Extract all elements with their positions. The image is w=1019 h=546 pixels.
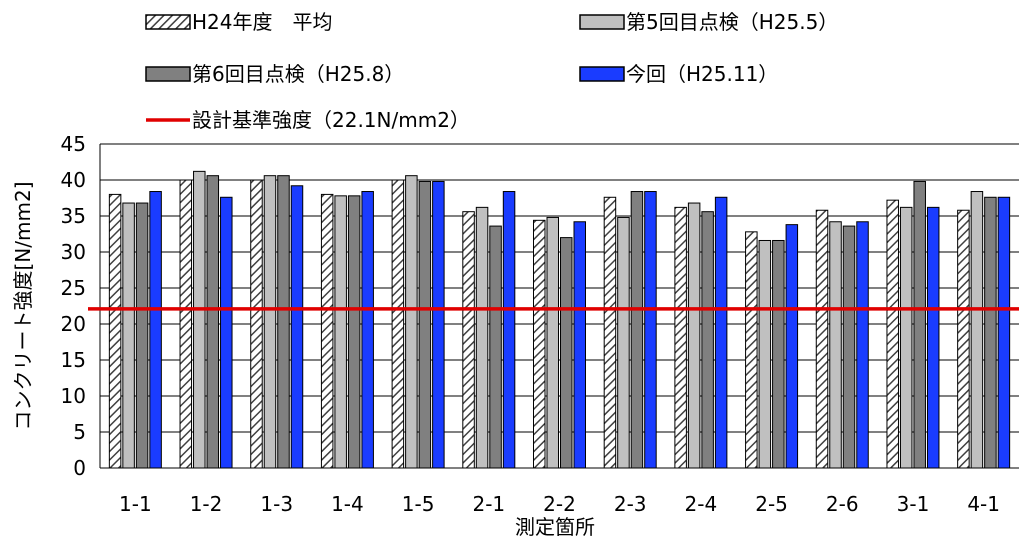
y-tick-label: 30 (61, 240, 86, 264)
y-tick-label: 15 (61, 348, 86, 372)
bar (957, 209, 970, 469)
x-tick-label: 4-1 (967, 492, 1000, 516)
x-tick-label: 3-1 (897, 492, 930, 516)
bar (290, 185, 304, 469)
legend-label-reference: 設計基準強度（22.1N/mm2） (192, 108, 470, 132)
bar (462, 211, 475, 469)
bar (277, 175, 290, 469)
bar (644, 191, 657, 469)
x-tick-label: 2-5 (755, 492, 788, 516)
x-tick-label: 1-4 (331, 492, 364, 516)
bar (997, 196, 1011, 469)
x-tick-label: 2-4 (685, 492, 718, 516)
y-tick-label: 20 (61, 312, 86, 336)
bar (250, 179, 263, 469)
y-tick-label: 5 (73, 420, 86, 444)
bar (432, 180, 445, 469)
bar (617, 216, 630, 469)
bar (856, 221, 869, 469)
y-tick-label: 35 (61, 204, 86, 228)
bar (122, 202, 135, 469)
x-axis-label: 測定箇所 (515, 515, 595, 539)
bar (886, 199, 899, 469)
bar (149, 191, 162, 469)
y-tick-label: 45 (61, 132, 86, 156)
bar (220, 196, 233, 469)
bar (745, 231, 758, 469)
bar (829, 221, 842, 469)
legend-label: H24年度 平均 (192, 10, 333, 34)
y-tick-label: 10 (61, 384, 86, 408)
bar (842, 225, 856, 469)
bar (263, 175, 277, 469)
x-tick-label: 2-1 (472, 492, 505, 516)
bar (603, 196, 617, 469)
y-tick-label: 25 (61, 276, 86, 300)
bar (913, 180, 926, 469)
legend-swatch (579, 66, 625, 82)
bar (674, 206, 687, 469)
x-tick-label: 1-1 (119, 492, 152, 516)
bar (347, 195, 361, 469)
bar (687, 202, 701, 469)
bar (533, 219, 546, 469)
bar (785, 224, 799, 469)
bar (334, 195, 347, 469)
bar (899, 206, 913, 469)
bar (573, 221, 586, 469)
bar (361, 191, 374, 469)
bar (108, 193, 122, 469)
bar (546, 216, 559, 469)
x-tick-label: 1-5 (402, 492, 435, 516)
bar (758, 239, 772, 469)
bar (714, 196, 728, 469)
bar (405, 175, 418, 469)
x-tick-label: 2-3 (614, 492, 647, 516)
bar (193, 170, 206, 469)
bar (984, 196, 997, 469)
x-tick-label: 2-6 (826, 492, 859, 516)
y-axis-label: コンクリート強度[N/mm2] (11, 182, 35, 431)
legend-label: 第5回目点検（H25.5） (626, 10, 838, 34)
legend-label: 今回（H25.11） (626, 62, 778, 86)
bar (475, 206, 489, 469)
bar (815, 209, 829, 469)
bar (206, 175, 220, 469)
bar (630, 191, 644, 469)
bar (970, 191, 984, 469)
legend-swatch (145, 66, 191, 82)
legend: H24年度 平均 第5回目点検（H25.5） 第6回目点検（H25.8） 今回（H25… (145, 10, 838, 132)
bar (179, 179, 193, 469)
y-tick-label: 40 (61, 168, 86, 192)
bar (135, 202, 149, 469)
x-tick-label: 1-3 (260, 492, 293, 516)
legend-swatch (145, 14, 191, 30)
bar (320, 193, 334, 469)
legend-swatch (579, 14, 625, 30)
y-tick-label: 0 (73, 456, 86, 480)
x-tick-label: 2-2 (543, 492, 576, 516)
bar (560, 237, 573, 469)
bar (701, 211, 714, 469)
bar (391, 179, 405, 469)
x-tick-label: 1-2 (190, 492, 223, 516)
bar (926, 206, 940, 469)
legend-label: 第6回目点検（H25.8） (192, 62, 404, 86)
bar (489, 225, 502, 469)
plot-area: 0 5 10 15 20 25 30 35 40 45 1-1 1-2 1-3 1-4 1-5 2-1 2-2 2… (61, 132, 1019, 516)
bar (772, 239, 785, 469)
bar (502, 191, 516, 469)
bar (418, 180, 432, 469)
